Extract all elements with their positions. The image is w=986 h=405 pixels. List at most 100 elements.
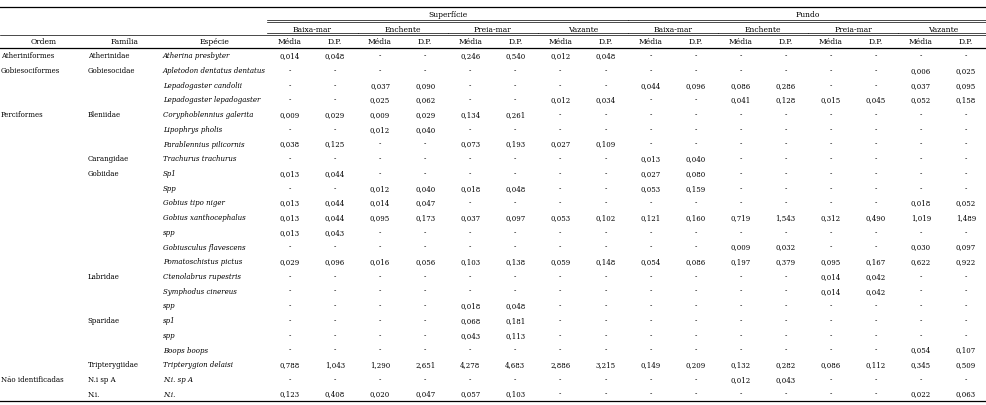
Text: -: - xyxy=(919,111,921,119)
Text: Bleniidae: Bleniidae xyxy=(88,111,121,119)
Text: -: - xyxy=(649,390,651,398)
Text: -: - xyxy=(514,126,516,134)
Text: 0,149: 0,149 xyxy=(640,360,660,368)
Text: 0,030: 0,030 xyxy=(910,243,930,251)
Text: N.i. sp A: N.i. sp A xyxy=(163,375,192,383)
Text: Apletodon dentatus dentatus: Apletodon dentatus dentatus xyxy=(163,67,265,75)
Text: -: - xyxy=(514,272,516,280)
Text: 0,037: 0,037 xyxy=(910,81,930,90)
Text: 0,097: 0,097 xyxy=(954,243,975,251)
Text: -: - xyxy=(828,140,831,148)
Text: Baixa-mar: Baixa-mar xyxy=(653,26,692,34)
Text: 1,043: 1,043 xyxy=(324,360,345,368)
Text: -: - xyxy=(828,155,831,163)
Text: -: - xyxy=(559,287,561,295)
Text: 0,034: 0,034 xyxy=(595,96,615,104)
Text: -: - xyxy=(333,81,336,90)
Text: Symphodus cinereus: Symphodus cinereus xyxy=(163,287,237,295)
Text: -: - xyxy=(379,228,381,236)
Text: -: - xyxy=(289,243,291,251)
Text: -: - xyxy=(603,345,606,354)
Text: -: - xyxy=(784,345,786,354)
Text: -: - xyxy=(603,390,606,398)
Text: 0,109: 0,109 xyxy=(595,140,615,148)
Text: 0,132: 0,132 xyxy=(730,360,750,368)
Text: -: - xyxy=(963,331,966,339)
Text: -: - xyxy=(603,111,606,119)
Text: -: - xyxy=(693,228,696,236)
Text: 0,040: 0,040 xyxy=(684,155,705,163)
Text: -: - xyxy=(424,345,426,354)
Text: -: - xyxy=(468,345,471,354)
Text: -: - xyxy=(919,126,921,134)
Text: 0,045: 0,045 xyxy=(865,96,885,104)
Text: -: - xyxy=(739,390,741,398)
Text: -: - xyxy=(379,170,381,177)
Text: -: - xyxy=(289,126,291,134)
Text: 0,063: 0,063 xyxy=(954,390,975,398)
Text: -: - xyxy=(874,302,876,310)
Text: -: - xyxy=(424,331,426,339)
Text: 0,012: 0,012 xyxy=(730,375,750,383)
Text: Média: Média xyxy=(368,38,391,47)
Text: Preia-mar: Preia-mar xyxy=(833,26,872,34)
Text: -: - xyxy=(828,199,831,207)
Text: -: - xyxy=(379,316,381,324)
Text: 0,044: 0,044 xyxy=(640,81,660,90)
Text: Média: Média xyxy=(728,38,751,47)
Text: 0,043: 0,043 xyxy=(775,375,795,383)
Text: -: - xyxy=(333,375,336,383)
Text: Lipophrys pholis: Lipophrys pholis xyxy=(163,126,222,134)
Text: -: - xyxy=(559,67,561,75)
Text: Gobiesocidae: Gobiesocidae xyxy=(88,67,135,75)
Text: 0,009: 0,009 xyxy=(370,111,389,119)
Text: -: - xyxy=(874,345,876,354)
Text: 0,014: 0,014 xyxy=(819,272,840,280)
Text: -: - xyxy=(468,272,471,280)
Text: 0,181: 0,181 xyxy=(505,316,525,324)
Text: -: - xyxy=(289,331,291,339)
Text: -: - xyxy=(693,272,696,280)
Text: 0,018: 0,018 xyxy=(459,184,480,192)
Text: Vazante: Vazante xyxy=(927,26,957,34)
Text: 0,246: 0,246 xyxy=(459,52,480,60)
Text: -: - xyxy=(333,155,336,163)
Text: 0,103: 0,103 xyxy=(505,390,525,398)
Text: -: - xyxy=(919,184,921,192)
Text: -: - xyxy=(333,96,336,104)
Text: -: - xyxy=(828,228,831,236)
Text: -: - xyxy=(874,184,876,192)
Text: -: - xyxy=(784,52,786,60)
Text: Média: Média xyxy=(817,38,842,47)
Text: 0,160: 0,160 xyxy=(684,213,705,222)
Text: -: - xyxy=(379,287,381,295)
Text: 0,148: 0,148 xyxy=(595,258,615,266)
Text: -: - xyxy=(693,316,696,324)
Text: -: - xyxy=(739,272,741,280)
Text: -: - xyxy=(919,228,921,236)
Text: -: - xyxy=(468,67,471,75)
Text: -: - xyxy=(784,316,786,324)
Text: -: - xyxy=(379,272,381,280)
Text: -: - xyxy=(379,302,381,310)
Text: 0,719: 0,719 xyxy=(730,213,750,222)
Text: spp: spp xyxy=(163,228,176,236)
Text: -: - xyxy=(874,228,876,236)
Text: -: - xyxy=(739,67,741,75)
Text: Superfície: Superfície xyxy=(428,11,466,19)
Text: -: - xyxy=(693,390,696,398)
Text: -: - xyxy=(963,228,966,236)
Text: 0,012: 0,012 xyxy=(370,184,389,192)
Text: -: - xyxy=(919,272,921,280)
Text: -: - xyxy=(874,331,876,339)
Text: 1,543: 1,543 xyxy=(775,213,795,222)
Text: 0,173: 0,173 xyxy=(415,213,435,222)
Text: 0,012: 0,012 xyxy=(549,52,570,60)
Text: 0,096: 0,096 xyxy=(684,81,705,90)
Text: 0,286: 0,286 xyxy=(775,81,795,90)
Text: -: - xyxy=(603,67,606,75)
Text: -: - xyxy=(739,345,741,354)
Text: Média: Média xyxy=(548,38,572,47)
Text: 0,013: 0,013 xyxy=(280,199,300,207)
Text: D.P.: D.P. xyxy=(327,38,342,47)
